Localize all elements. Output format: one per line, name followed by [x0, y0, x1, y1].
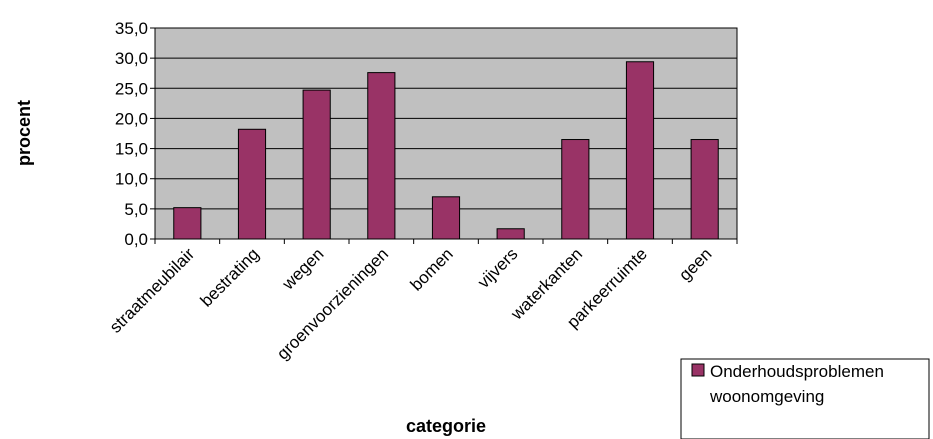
legend-box — [680, 358, 930, 439]
x-tick-label: bestrating — [197, 244, 263, 310]
bar — [431, 196, 461, 240]
y-tick-label: 0,0 — [124, 230, 148, 249]
y-tick-label: 30,0 — [115, 49, 148, 68]
legend-swatch — [691, 363, 705, 377]
bar — [496, 228, 525, 240]
x-tick-label: wegen — [278, 244, 328, 294]
legend-label-line-1: Onderhoudsproblemen — [710, 362, 884, 381]
y-axis: 0,0 5,0 10,0 15,0 20,0 25,0 30,0 35,0 — [115, 19, 155, 249]
y-axis-title: procent — [14, 100, 34, 166]
bar — [173, 207, 202, 240]
y-tick-label: 35,0 — [115, 19, 148, 38]
legend-label-line-2: woonomgeving — [709, 387, 824, 406]
bar — [302, 89, 331, 240]
bar — [561, 139, 590, 240]
bar — [367, 72, 396, 240]
bar-series — [173, 61, 719, 240]
x-tick-label: vijvers — [474, 244, 521, 291]
bar — [625, 61, 655, 240]
y-tick-label: 25,0 — [115, 79, 148, 98]
x-axis-title: categorie — [406, 416, 486, 436]
legend: Onderhoudsproblemen woonomgeving — [680, 358, 930, 439]
x-tick-label: groenvoorzieningen — [273, 244, 392, 363]
y-tick-label: 10,0 — [115, 170, 148, 189]
x-tick-label: geen — [675, 244, 715, 284]
bar — [690, 139, 719, 240]
bar — [237, 128, 267, 240]
y-tick-label: 15,0 — [115, 140, 148, 159]
x-tick-label: bomen — [407, 244, 457, 294]
y-tick-label: 20,0 — [115, 109, 148, 128]
y-tick-label: 5,0 — [124, 200, 148, 219]
x-tick-label: straatmeubilair — [106, 244, 199, 337]
